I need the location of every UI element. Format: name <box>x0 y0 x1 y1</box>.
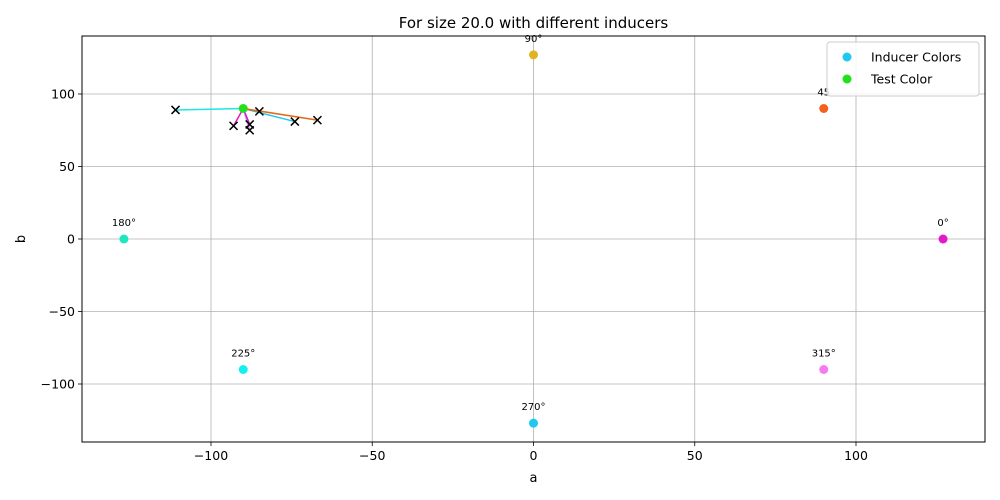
inducer-point <box>938 234 948 244</box>
grid <box>82 36 985 442</box>
y-tick-label: 0 <box>67 232 75 247</box>
y-axis-label: b <box>14 235 29 243</box>
inducer-point <box>819 365 829 374</box>
inducer-angle-label: 45 <box>817 88 830 99</box>
inducer-point <box>819 104 829 113</box>
shifted-point-marker <box>245 119 255 129</box>
inducer-point <box>238 365 248 374</box>
inducer-angle-label: 270° <box>521 402 545 413</box>
inducer-angle-label: 315° <box>812 349 836 360</box>
shifted-point-marker <box>254 106 264 116</box>
inducer-point <box>529 418 538 428</box>
y-tick-label: 100 <box>51 87 75 102</box>
legend-box <box>826 41 980 97</box>
x-tick-label: −50 <box>359 448 385 463</box>
data-points <box>119 50 948 428</box>
inducer-angle-label: 90° <box>525 34 543 45</box>
x-tick-label: 100 <box>844 448 868 463</box>
inducer-angle-label: 0° <box>937 218 948 229</box>
legend-label: Inducer Colors <box>871 50 961 65</box>
y-tick-label: 50 <box>59 159 75 174</box>
shifted-point-marker <box>312 115 322 125</box>
inducer-angle-label: 180° <box>112 218 136 229</box>
legend-label: Test Color <box>870 72 933 87</box>
legend: Inducer Colors Test Color <box>826 41 980 97</box>
shifted-point-marker <box>290 117 300 127</box>
shifted-point-marker <box>170 105 181 115</box>
point-annotations: 0° 45 90° 180° 225° 270° 315° <box>112 34 949 413</box>
shift-line <box>175 107 244 111</box>
test-color-point <box>238 104 248 113</box>
chart-title: For size 20.0 with different inducers <box>399 14 669 32</box>
inducer-point <box>529 50 538 60</box>
inducer-point <box>119 234 129 244</box>
x-tick-label: 0 <box>530 448 538 463</box>
x-tick-label: −100 <box>194 448 228 463</box>
inducer-angle-label: 225° <box>231 349 255 360</box>
legend-marker <box>842 74 852 84</box>
shifted-point-marker <box>229 121 239 131</box>
legend-marker <box>842 52 852 62</box>
y-tick-label: −100 <box>41 377 75 392</box>
x-tick-label: 50 <box>687 448 703 463</box>
x-axis-label: a <box>530 471 538 486</box>
y-tick-label: −50 <box>49 304 75 319</box>
shift-lines <box>175 107 318 131</box>
axis-ticks: −100 −50 0 50 100 −100 −50 0 50 100 <box>41 87 868 464</box>
shift-line <box>243 107 318 121</box>
